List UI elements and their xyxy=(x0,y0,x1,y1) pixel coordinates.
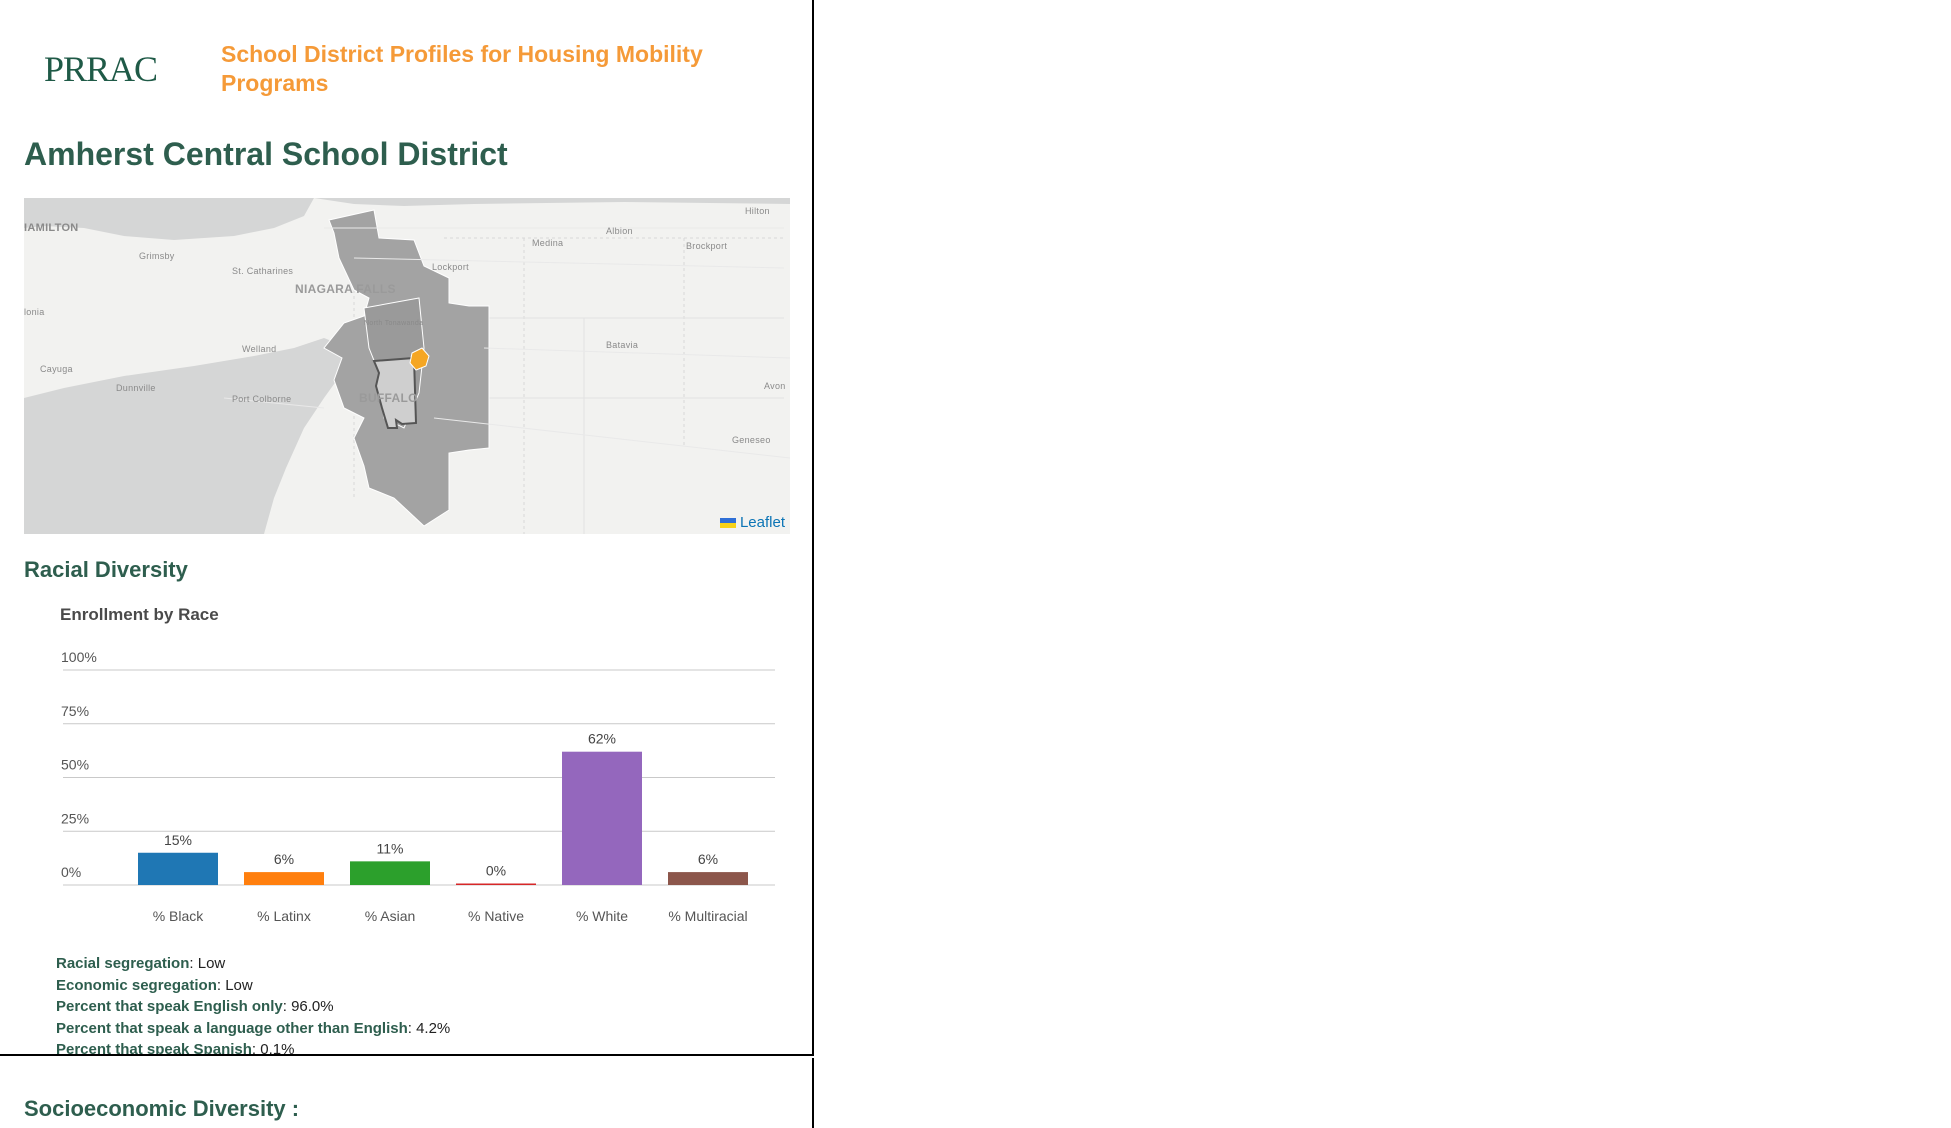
map-label-north-tonawanda: North Tonawanda xyxy=(364,320,424,327)
stat-value: : 4.2% xyxy=(407,1019,451,1037)
map-label-lockport: Lockport xyxy=(432,262,469,272)
y-tick-label: 100% xyxy=(61,649,97,665)
stat-row: Percent that speak a language other than… xyxy=(56,1018,450,1040)
ukraine-flag-icon xyxy=(719,517,736,528)
leaflet-link[interactable]: Leaflet xyxy=(739,514,785,531)
map-label-hilton: Hilton xyxy=(745,206,770,216)
map-label-grimsby: Grimsby xyxy=(139,251,175,261)
stat-row: Economic segregation: Low xyxy=(56,975,450,997)
bar xyxy=(244,872,324,885)
map-label-brockport: Brockport xyxy=(686,241,728,251)
profile-page: PRRAC School District Profiles for Housi… xyxy=(0,0,814,1056)
y-tick-label: 50% xyxy=(61,757,89,773)
y-tick-label: 0% xyxy=(61,864,81,880)
map-label-welland: Welland xyxy=(242,344,277,354)
bar xyxy=(456,883,536,885)
bar xyxy=(562,751,642,885)
district-name: Amherst Central School District xyxy=(24,136,508,172)
map-label-albion: Albion xyxy=(606,226,633,236)
map-basemap xyxy=(24,198,790,534)
district-map[interactable]: IAMILTON Grimsby St. Catharines NIAGARA … xyxy=(24,198,790,534)
bar xyxy=(350,861,430,885)
prrac-logo[interactable]: PRRAC xyxy=(44,49,158,89)
socioeconomic-diversity-heading: Socioeconomic Diversity : xyxy=(24,1096,300,1121)
stat-value: : 0.1% xyxy=(251,1041,295,1056)
socioeconomic-panel: Socioeconomic Diversity : xyxy=(0,1058,814,1128)
stat-value: : Low xyxy=(189,955,226,972)
chart-title: Enrollment by Race xyxy=(60,605,219,624)
map-label-avon: Avon xyxy=(764,381,786,391)
enrollment-by-race-chart: 0% 25% 50% 75% 100% 15% % Black 6% % Latinx 11% % … xyxy=(61,649,775,924)
site-title: School District Profiles for Housing Mob… xyxy=(221,41,703,96)
x-tick-label: % Latinx xyxy=(257,908,311,924)
data-label: 0% xyxy=(486,863,506,879)
stat-row: Percent that speak Spanish: 0.1% xyxy=(56,1039,450,1056)
data-label: 62% xyxy=(588,731,616,747)
x-tick-label: % Black xyxy=(153,908,205,924)
data-label: 11% xyxy=(377,840,404,856)
map-label-caledonia: lonia xyxy=(24,307,45,317)
racial-diversity-heading: Racial Diversity xyxy=(24,557,188,582)
y-tick-label: 75% xyxy=(61,703,89,719)
map-label-st-catharines: St. Catharines xyxy=(232,266,294,276)
data-label: 6% xyxy=(698,851,718,867)
map-label-niagara-falls: NIAGARA FALLS xyxy=(295,282,396,296)
map-label-geneseo: Geneseo xyxy=(732,435,771,445)
stats-list: Racial segregation: Low Economic segregat… xyxy=(56,953,450,1056)
map-label-hamilton: IAMILTON xyxy=(24,222,79,234)
map-label-buffalo: BUFFALO xyxy=(359,391,418,405)
bar xyxy=(138,852,218,885)
x-tick-label: % Asian xyxy=(365,908,416,924)
stat-label: Economic segregation xyxy=(56,976,217,994)
map-label-medina: Medina xyxy=(532,238,564,248)
x-tick-label: % Multiracial xyxy=(668,908,747,924)
stat-value: : 96.0% xyxy=(282,998,334,1015)
map-label-cayuga: Cayuga xyxy=(40,364,73,374)
data-label: 15% xyxy=(164,832,192,848)
map-label-port-colborne: Port Colborne xyxy=(232,394,292,404)
leaflet-attribution[interactable]: Leaflet xyxy=(719,514,785,531)
bar xyxy=(668,872,748,885)
y-tick-label: 25% xyxy=(61,810,89,826)
data-label: 6% xyxy=(274,851,294,867)
stat-label: Racial segregation xyxy=(56,955,190,972)
stat-label: Percent that speak Spanish xyxy=(56,1041,252,1056)
map-label-dunnville: Dunnville xyxy=(116,383,156,393)
map-label-batavia: Batavia xyxy=(606,340,639,350)
stat-row: Percent that speak English only: 96.0% xyxy=(56,996,450,1018)
x-tick-label: % White xyxy=(576,908,628,924)
stat-label: Percent that speak English only xyxy=(56,998,283,1015)
x-tick-label: % Native xyxy=(468,908,524,924)
stat-value: : Low xyxy=(216,976,253,994)
stat-label: Percent that speak a language other than… xyxy=(56,1019,408,1037)
stat-row: Racial segregation: Low xyxy=(56,953,450,975)
